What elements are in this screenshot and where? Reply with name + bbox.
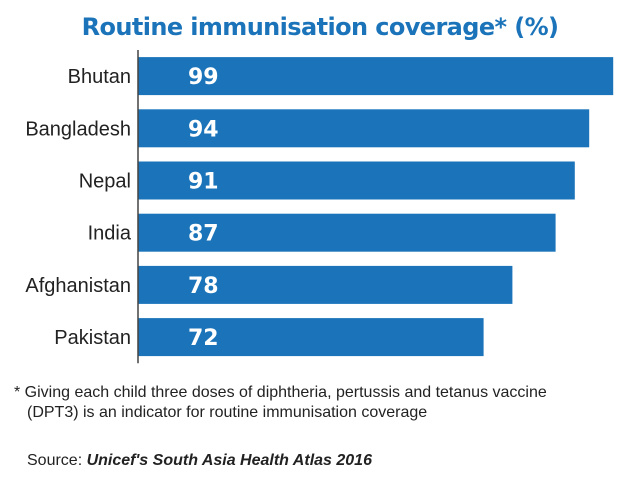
category-label-bhutan: Bhutan (68, 66, 131, 88)
value-label-bhutan: 99 (188, 65, 219, 90)
bar-afghanistan (138, 265, 513, 304)
category-label-nepal: Nepal (79, 171, 131, 193)
category-label-pakistan: Pakistan (54, 327, 131, 349)
bar-pakistan (138, 318, 484, 357)
value-label-india: 87 (188, 222, 219, 247)
chart-title: Routine immunisation coverage* (%) (81, 13, 559, 41)
value-label-pakistan: 72 (188, 326, 219, 351)
bar-bangladesh (138, 109, 590, 148)
value-label-afghanistan: 78 (188, 274, 219, 299)
footnote: * Giving each child three doses of dipht… (14, 383, 624, 423)
category-label-bangladesh: Bangladesh (25, 118, 131, 140)
bar-bhutan (138, 57, 614, 96)
value-label-bangladesh: 94 (188, 117, 219, 142)
bar-nepal (138, 161, 575, 200)
category-label-afghanistan: Afghanistan (25, 275, 131, 297)
category-label-india: India (88, 223, 132, 245)
value-label-nepal: 91 (188, 170, 219, 195)
source-name: Unicef's South Asia Health Atlas 2016 (86, 452, 372, 469)
source-prefix: Source: (27, 452, 87, 469)
footnote-line-1: * Giving each child three doses of dipht… (14, 384, 547, 401)
footnote-line-2: (DPT3) is an indicator for routine immun… (27, 404, 428, 421)
source-credit: Source: Unicef's South Asia Health Atlas… (27, 452, 372, 470)
bar-india (138, 213, 556, 252)
